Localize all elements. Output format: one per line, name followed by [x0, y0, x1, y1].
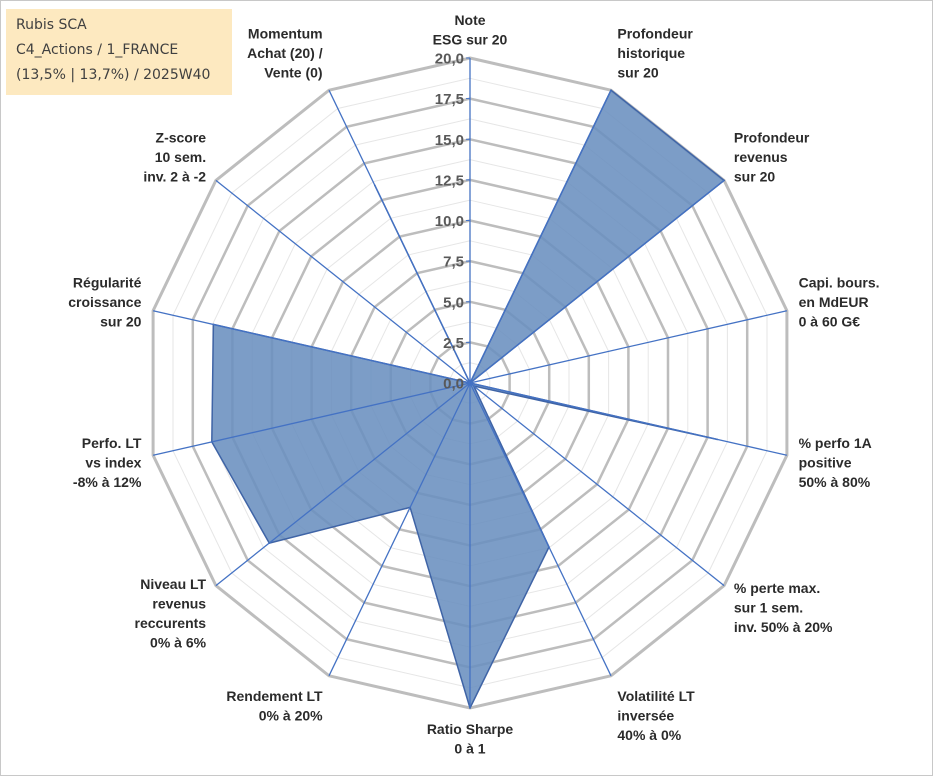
axis-label: Achat (20) /	[247, 45, 323, 61]
axis-line	[469, 179, 725, 384]
axis-line	[469, 382, 788, 456]
axis-label: ESG sur 20	[433, 32, 508, 48]
axis-label: inv. 2 à -2	[143, 169, 206, 185]
axis-line	[469, 310, 788, 384]
axis-label: inv. 50% à 20%	[734, 619, 833, 635]
axis-label: sur 20	[734, 169, 775, 185]
axis-label: Capi. bours.	[799, 274, 880, 290]
info-box: Rubis SCA C4_Actions / 1_FRANCE (13,5% |…	[6, 9, 232, 95]
axis-label: 40% à 0%	[617, 727, 681, 743]
tick-label: 12,5	[435, 172, 464, 189]
axis-line	[328, 382, 471, 677]
axis-line	[215, 382, 471, 587]
axis-label: revenus	[152, 595, 206, 611]
detail-label: (13,5% | 13,7%) / 2025W40	[16, 67, 211, 83]
axis-label: Ratio Sharpe	[427, 721, 514, 737]
axis-label: Rendement LT	[226, 688, 323, 704]
axis-line	[152, 382, 471, 456]
axis-line	[469, 382, 612, 677]
tick-label: 5,0	[443, 294, 464, 311]
axis-label: Note	[454, 12, 485, 28]
axis-label: inversée	[617, 707, 674, 723]
axis-label: % perfo 1A	[799, 435, 872, 451]
tick-label: 17,5	[435, 91, 464, 108]
axis-label: Volatilité LT	[617, 688, 695, 704]
axis-label: 10 sem.	[155, 149, 206, 165]
axis-lines	[152, 58, 788, 708]
axis-label: 0 à 1	[454, 741, 485, 757]
axis-line	[469, 89, 612, 384]
axis-label: croissance	[68, 294, 141, 310]
tick-label: 7,5	[443, 254, 464, 271]
axis-labels: Note ESG sur 20 Profondeur historique sur 20…	[68, 12, 879, 757]
category-label: C4_Actions / 1_FRANCE	[16, 42, 179, 58]
axis-label: 0% à 20%	[259, 707, 323, 723]
axis-label: 50% à 80%	[799, 474, 871, 490]
axis-label: 0 à 60 G€	[799, 313, 861, 329]
axis-line	[328, 89, 471, 384]
axis-line	[469, 382, 725, 587]
tick-label: 20,0	[435, 51, 464, 68]
axis-label: positive	[799, 455, 852, 471]
axis-label: Régularité	[73, 274, 142, 290]
axis-label: Z-score	[156, 130, 207, 146]
axis-label: en MdEUR	[799, 294, 869, 310]
axis-label: sur 20	[100, 313, 141, 329]
tick-label: 15,0	[435, 132, 464, 149]
axis-label: historique	[617, 45, 685, 61]
axis-line	[152, 310, 471, 384]
axis-label: Profondeur	[617, 26, 693, 42]
axis-label: % perte max.	[734, 580, 820, 596]
axis-label: 0% à 6%	[150, 634, 207, 650]
axis-label: -8% à 12%	[73, 474, 142, 490]
series-area	[211, 89, 725, 709]
axis-label: Niveau LT	[140, 576, 206, 592]
axis-label: Perfo. LT	[82, 435, 142, 451]
tick-label: 2,5	[443, 335, 464, 352]
axis-label: vs index	[85, 455, 141, 471]
company-name: Rubis SCA	[16, 17, 87, 33]
axis-label: revenus	[734, 149, 788, 165]
radial-ticks: 0,0 2,5 5,0 7,5 10,0 12,5 15,0 17,5 20,0	[435, 51, 470, 393]
axis-label: Profondeur	[734, 130, 810, 146]
axis-label: sur 1 sem.	[734, 600, 803, 616]
axis-line	[215, 179, 471, 384]
tick-label: 0,0	[443, 376, 464, 393]
axis-label: Vente (0)	[264, 65, 322, 81]
axis-label: Momentum	[248, 26, 323, 42]
axis-label: reccurents	[135, 615, 207, 631]
axis-label: sur 20	[617, 65, 658, 81]
tick-label: 10,0	[435, 213, 464, 230]
